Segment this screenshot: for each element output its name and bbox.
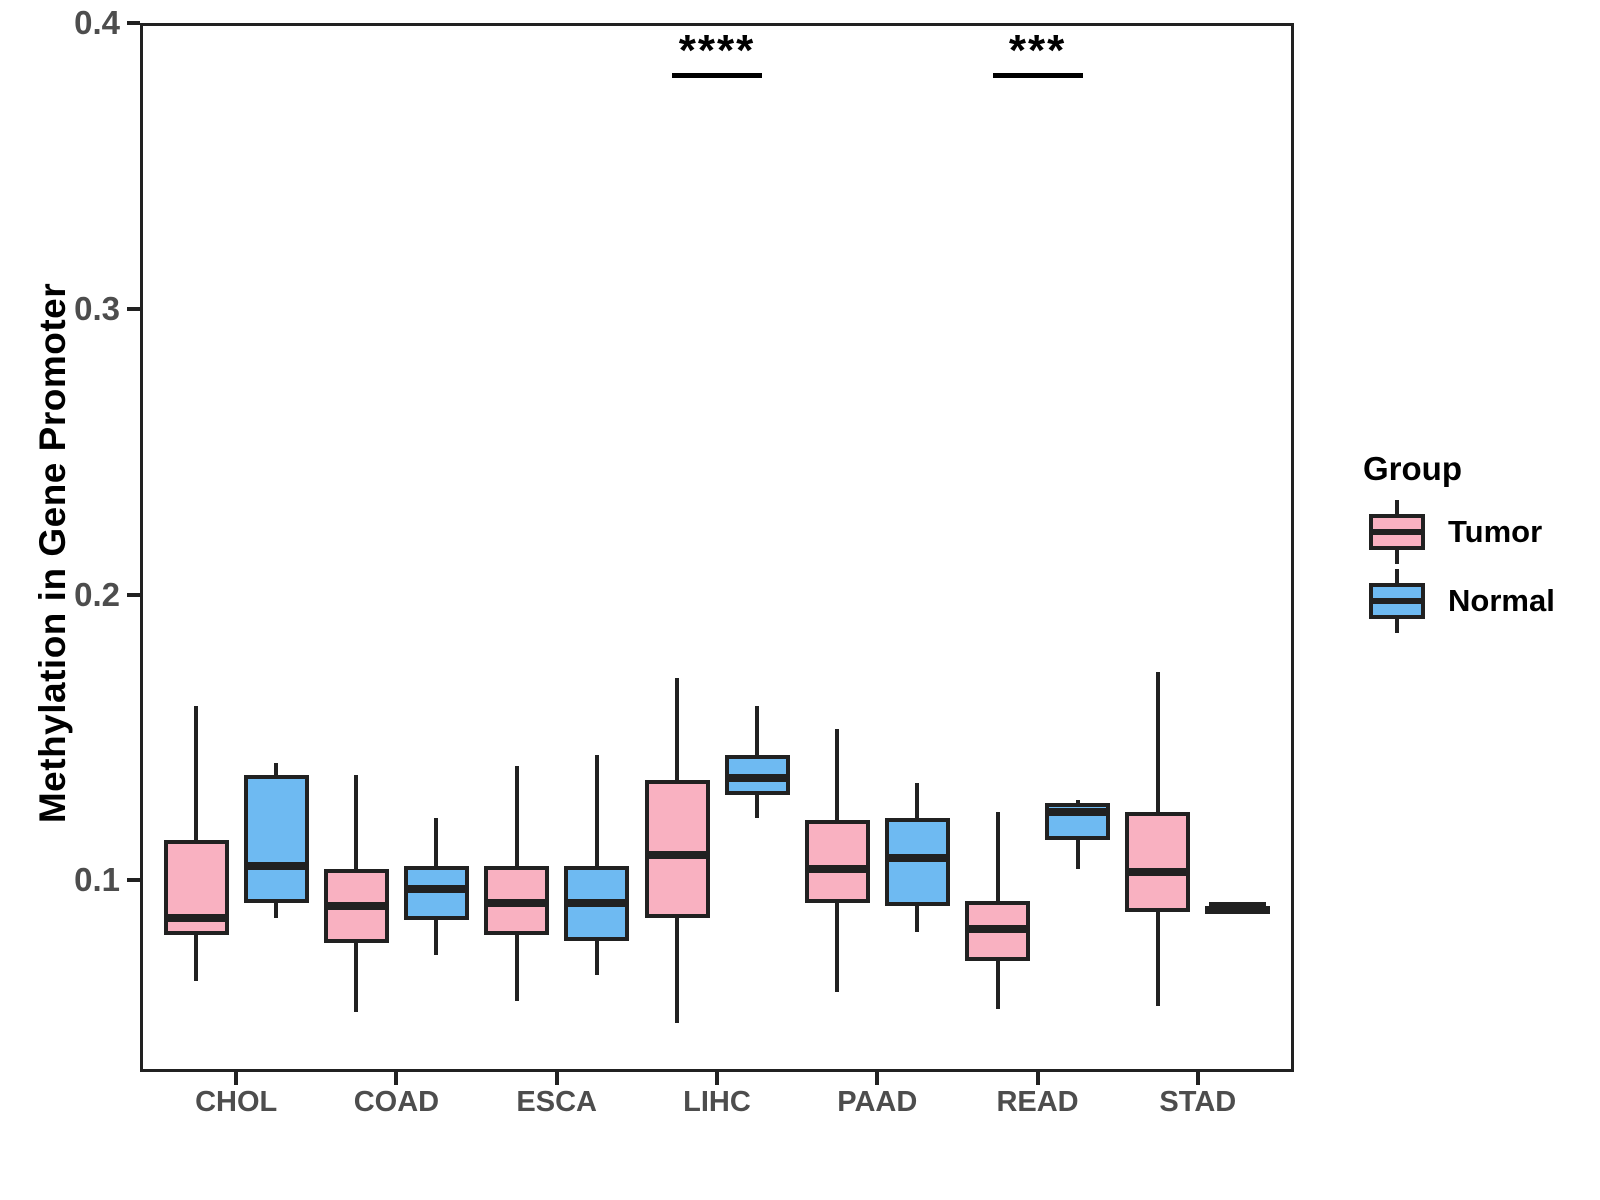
x-tick-PAAD <box>875 1072 880 1085</box>
significance-bar-LIHC <box>672 73 762 78</box>
x-tick-label-PAAD: PAAD <box>837 1086 918 1118</box>
median-LIHC-Normal <box>728 773 786 782</box>
x-tick-READ <box>1035 1072 1040 1085</box>
y-tick-0.2 <box>127 592 140 597</box>
y-tick-label-0.3: 0.3 <box>74 289 120 327</box>
x-tick-COAD <box>394 1072 399 1085</box>
y-tick-0.3 <box>127 306 140 311</box>
plot-panel <box>140 23 1294 1072</box>
median-CHOL-Normal <box>247 862 305 871</box>
box-LIHC-Tumor <box>644 780 710 918</box>
legend-title: Group <box>1363 450 1462 487</box>
x-tick-LIHC <box>715 1072 719 1085</box>
legend-key-tumor: Tumor <box>1369 500 1542 564</box>
median-CHOL-Tumor <box>167 913 225 922</box>
y-tick-label-0.1: 0.1 <box>74 861 120 899</box>
y-tick-0.4 <box>127 21 140 25</box>
legend-label-tumor: Tumor <box>1448 514 1543 549</box>
legend-key-normal: Normal <box>1369 569 1555 633</box>
x-tick-label-CHOL: CHOL <box>195 1086 278 1118</box>
median-READ-Tumor <box>969 925 1027 934</box>
median-ESCA-Tumor <box>488 899 546 908</box>
y-axis-title: Methylation in Gene Promoter <box>32 282 73 824</box>
y-tick-0.1 <box>127 878 140 883</box>
median-COAD-Tumor <box>327 902 385 911</box>
boxplot-glyph-tumor-icon <box>1369 500 1425 564</box>
box-PAAD-Normal <box>884 817 950 907</box>
x-tick-label-LIHC: LIHC <box>683 1086 751 1118</box>
x-tick-label-STAD: STAD <box>1159 1086 1237 1118</box>
median-COAD-Normal <box>407 885 465 894</box>
box-COAD-Normal <box>403 866 469 921</box>
y-tick-label-0.2: 0.2 <box>74 575 120 613</box>
box-STAD-Tumor <box>1125 811 1191 912</box>
median-LIHC-Tumor <box>648 850 706 859</box>
legend: Group Tumor Normal <box>1340 450 1600 670</box>
x-tick-label-COAD: COAD <box>353 1086 440 1118</box>
glyph-median <box>1373 529 1421 535</box>
legend-label-normal: Normal <box>1448 583 1555 618</box>
x-tick-ESCA <box>554 1072 559 1085</box>
median-STAD-Normal <box>1209 902 1267 911</box>
x-tick-CHOL <box>234 1072 239 1085</box>
glyph-median <box>1373 598 1421 604</box>
box-CHOL-Normal <box>243 774 309 904</box>
box-PAAD-Tumor <box>804 820 870 904</box>
significance-label-LIHC: **** <box>678 26 756 75</box>
x-tick-label-READ: READ <box>996 1086 1079 1118</box>
y-tick-label-0.4: 0.4 <box>74 4 120 41</box>
significance-label-READ: *** <box>1008 26 1067 75</box>
median-READ-Normal <box>1049 807 1107 816</box>
x-tick-STAD <box>1195 1072 1200 1085</box>
median-PAAD-Tumor <box>808 865 866 874</box>
boxplot-glyph-normal-icon <box>1369 569 1425 633</box>
whisker-ESCA-Normal <box>594 754 599 975</box>
median-PAAD-Normal <box>888 853 946 862</box>
median-STAD-Tumor <box>1129 867 1187 876</box>
significance-bar-READ <box>992 73 1083 78</box>
x-tick-label-ESCA: ESCA <box>516 1086 597 1118</box>
median-ESCA-Normal <box>568 899 626 908</box>
